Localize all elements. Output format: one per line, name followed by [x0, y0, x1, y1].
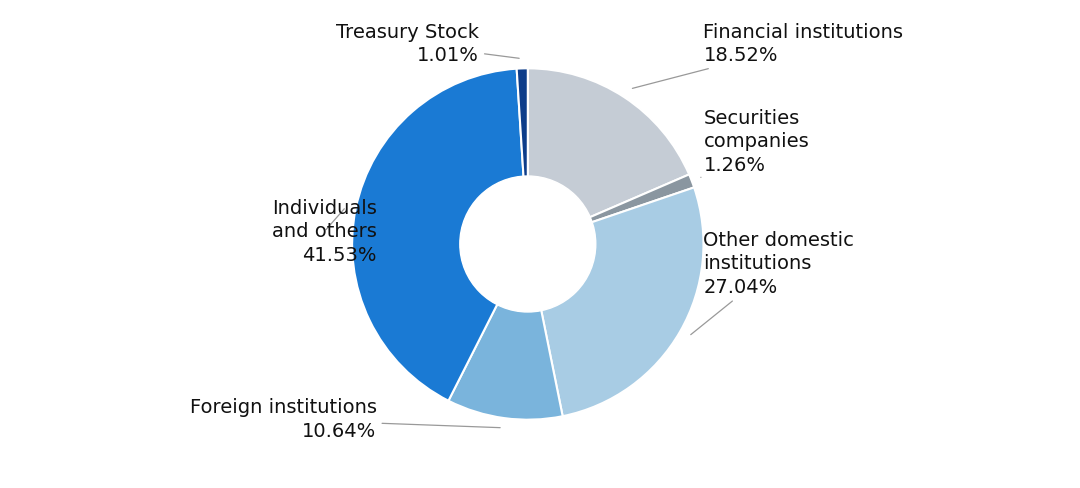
Text: Other domestic
institutions
27.04%: Other domestic institutions 27.04% — [691, 230, 854, 335]
Text: Individuals
and others
41.53%: Individuals and others 41.53% — [272, 199, 377, 265]
Circle shape — [460, 176, 596, 312]
Wedge shape — [352, 69, 524, 401]
Text: Securities
companies
1.26%: Securities companies 1.26% — [701, 108, 809, 177]
Wedge shape — [589, 174, 694, 223]
Wedge shape — [516, 68, 528, 177]
Wedge shape — [528, 68, 689, 218]
Wedge shape — [448, 304, 563, 420]
Text: Foreign institutions
10.64%: Foreign institutions 10.64% — [189, 398, 500, 441]
Wedge shape — [541, 187, 703, 416]
Text: Financial institutions
18.52%: Financial institutions 18.52% — [633, 22, 904, 88]
Text: Treasury Stock
1.01%: Treasury Stock 1.01% — [336, 22, 519, 65]
